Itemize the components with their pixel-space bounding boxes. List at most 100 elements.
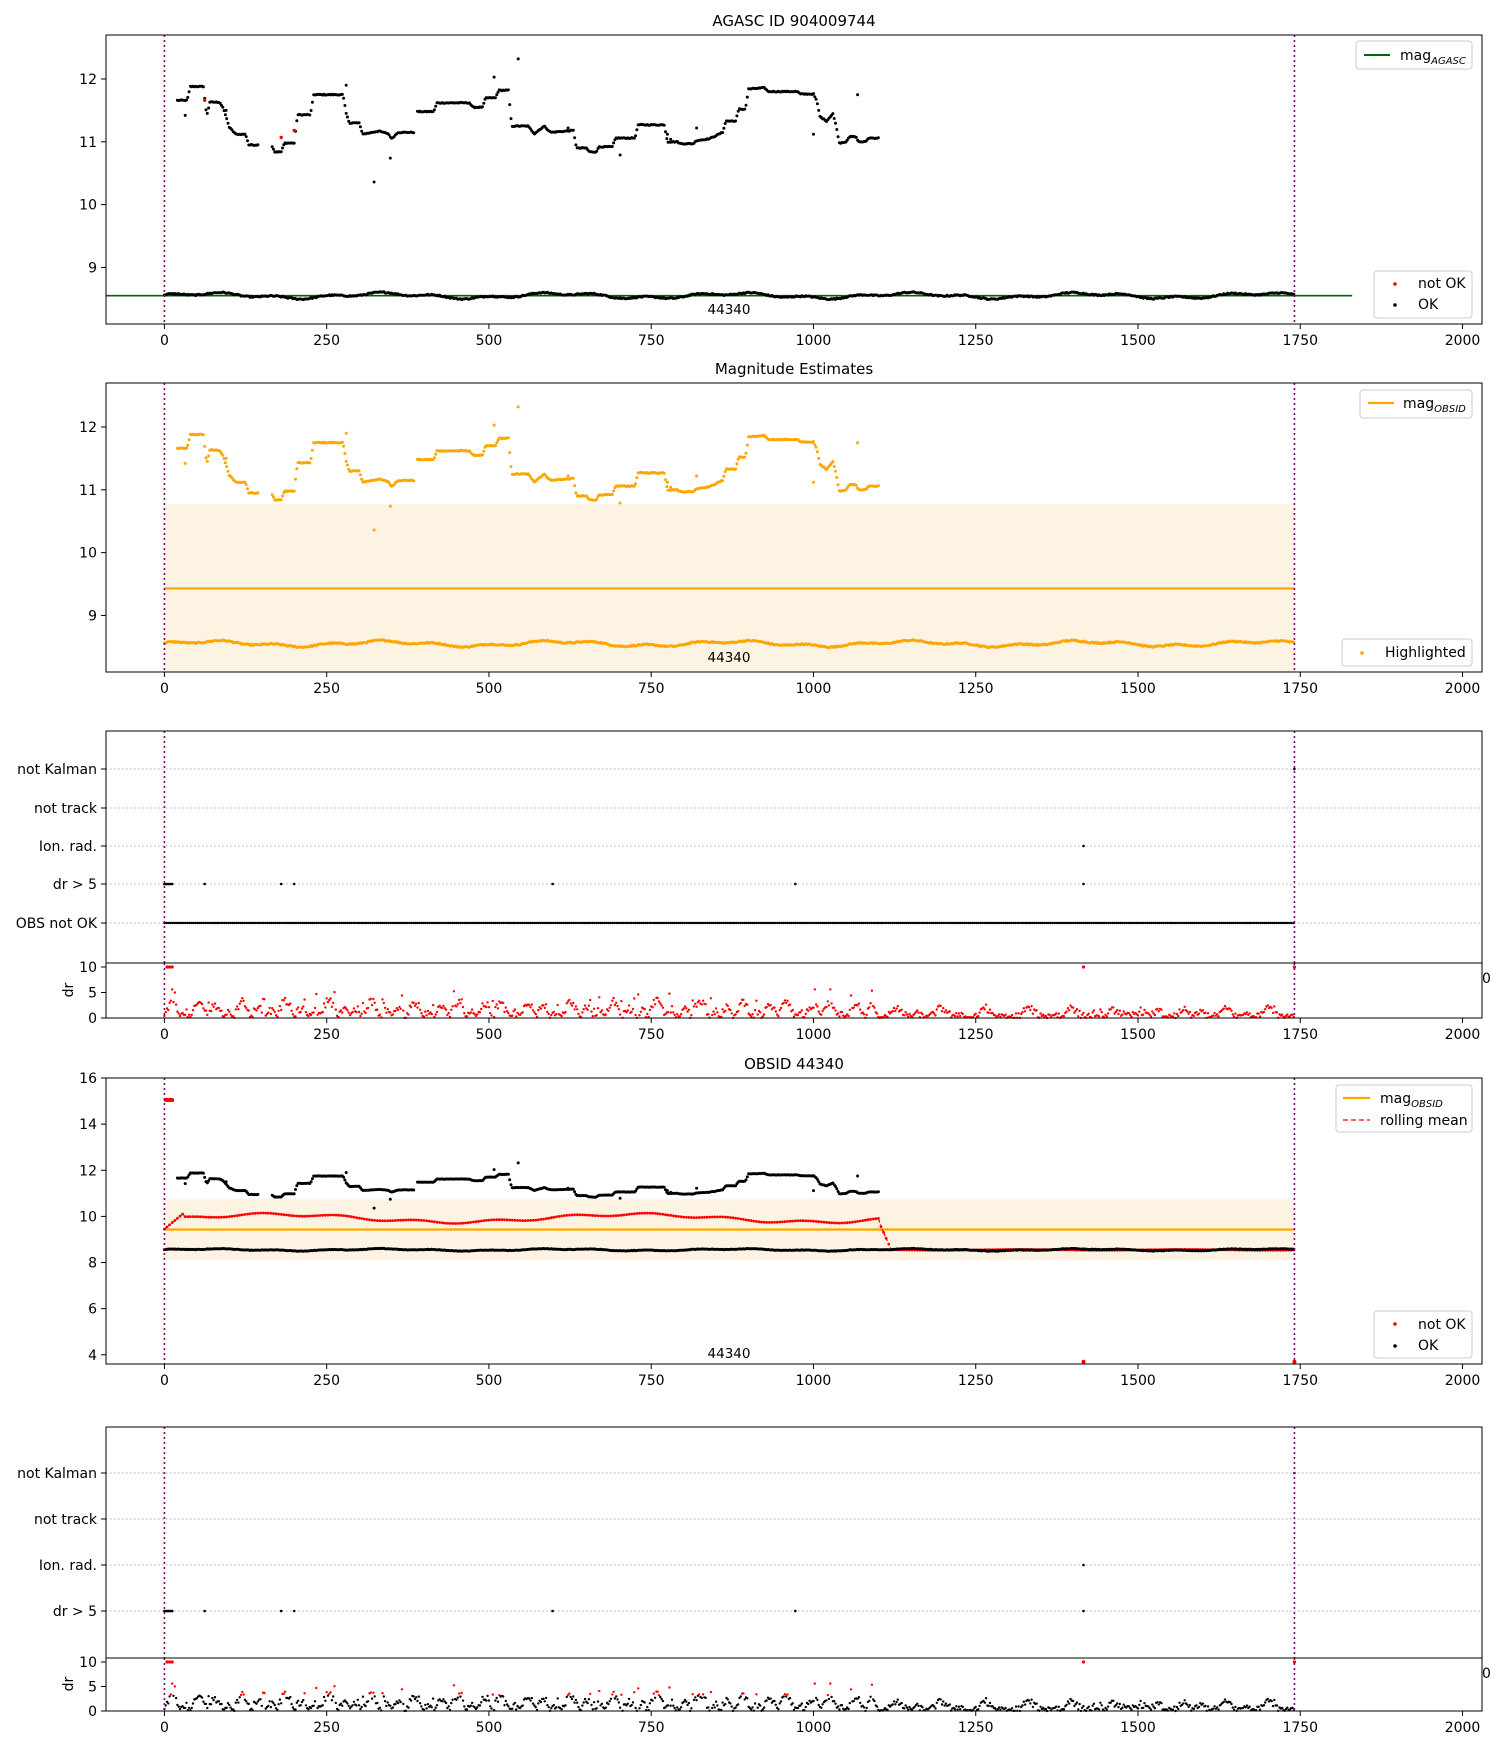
dr-point: [783, 999, 787, 1002]
rolling-mean-point: [474, 1220, 478, 1224]
dr-point: [700, 1003, 703, 1006]
legend-label: mag: [1403, 396, 1434, 412]
dr-point: [312, 1011, 315, 1014]
rolling-mean-point: [373, 1219, 377, 1222]
dr-axis-label: dr: [61, 982, 77, 997]
rolling-mean-point: [840, 1221, 844, 1225]
dr-point: [944, 1009, 948, 1012]
x-tick-label: 1250: [958, 1027, 994, 1043]
dr-point: [816, 1005, 819, 1008]
highlighted-point: [344, 431, 348, 435]
rolling-mean-point: [845, 1221, 849, 1225]
rolling-mean-point: [165, 1225, 169, 1229]
dr-point: [321, 1010, 324, 1014]
dr-point: [984, 1003, 988, 1006]
dr-point: [1197, 1012, 1201, 1015]
rolling-mean-point: [877, 1217, 880, 1220]
rolling-mean-point: [222, 1215, 226, 1219]
x-tick-label: 1500: [1120, 1027, 1156, 1043]
ok-point: [835, 128, 839, 131]
dr-point: [382, 1001, 385, 1005]
highlighted-point: [343, 452, 347, 455]
rolling-mean-point: [726, 1215, 730, 1219]
dr-point: [430, 1012, 433, 1016]
rolling-mean-point: [869, 1218, 872, 1221]
rolling-mean-point: [362, 1217, 366, 1221]
rolling-mean-point: [339, 1214, 343, 1217]
dr-point: [865, 1013, 868, 1017]
highlighted-point: [482, 449, 486, 453]
highlighted-point: [506, 436, 510, 440]
dr-point: [1182, 1008, 1185, 1012]
dr-point: [352, 1007, 356, 1010]
dr-point: [356, 1005, 359, 1008]
x-tick-label: 750: [638, 1027, 665, 1043]
dr-point: [777, 1015, 780, 1018]
rolling-mean-point: [718, 1215, 722, 1219]
x-tick-label: 2000: [1445, 681, 1481, 697]
ok-point: [610, 145, 614, 148]
y-tick-label: 0: [88, 1011, 97, 1027]
dr-point: [848, 1008, 851, 1011]
dr-point: [1065, 1010, 1068, 1013]
dr-point: [730, 1012, 733, 1015]
rolling-mean-point: [313, 1214, 317, 1218]
dr-point: [228, 1010, 231, 1013]
rolling-mean-point: [259, 1211, 262, 1215]
dr-point: [245, 1006, 248, 1010]
rolling-mean-point: [804, 1219, 808, 1223]
x-tick-label: 1750: [1282, 681, 1318, 697]
rolling-mean-point: [217, 1215, 221, 1219]
ok-point: [187, 90, 191, 94]
dr-point: [302, 1005, 305, 1008]
dr-point: [1066, 1007, 1070, 1010]
dr-point: [185, 1008, 188, 1011]
rolling-mean-point: [786, 1220, 789, 1223]
dr-point: [1257, 1012, 1260, 1015]
dr-point: [939, 1004, 942, 1008]
ok-point: [665, 132, 669, 136]
dr-point: [341, 1011, 344, 1014]
dr-point: [267, 1011, 270, 1014]
not-ok-point: [292, 128, 296, 133]
rolling-mean-point: [472, 1220, 475, 1224]
rolling-mean-point: [404, 1218, 408, 1222]
rolling-mean-point: [851, 1220, 854, 1224]
rolling-mean-point: [274, 1212, 278, 1216]
rolling-mean-point: [173, 1219, 177, 1222]
dr-point: [917, 1011, 920, 1014]
dr-point: [711, 1013, 714, 1017]
highlighted-point: [814, 445, 818, 449]
legend-label: Highlighted: [1385, 645, 1466, 661]
dr-point: [596, 1007, 600, 1010]
dr-point: [346, 1009, 349, 1012]
flag-category-label: not track: [34, 801, 98, 817]
dr-point: [273, 1010, 276, 1014]
dr-point: [609, 1004, 613, 1007]
dr-point: [491, 999, 494, 1003]
dr-point: [1055, 1012, 1058, 1015]
rolling-mean-point: [601, 1214, 605, 1218]
rolling-mean-point: [645, 1211, 649, 1215]
dr-point: [451, 1005, 454, 1008]
rolling-mean-point: [760, 1220, 763, 1224]
dr-point: [709, 997, 713, 1000]
rolling-mean-point: [407, 1218, 410, 1222]
ok-point: [310, 100, 314, 104]
dr-point: [1048, 1013, 1051, 1017]
rolling-mean-point: [617, 1214, 621, 1217]
dr-point: [280, 1008, 283, 1012]
rolling-mean-point: [378, 1219, 382, 1223]
ok-point: [832, 117, 836, 120]
y-tick-label: 10: [79, 546, 97, 562]
dr-point: [729, 1008, 732, 1012]
ok-point: [493, 96, 497, 100]
rolling-mean-point: [674, 1214, 678, 1218]
dr-point: [172, 1000, 175, 1004]
rolling-mean-point: [438, 1221, 441, 1224]
rolling-mean-point: [653, 1212, 657, 1215]
rolling-mean-point: [762, 1220, 766, 1224]
dr-point: [695, 1005, 698, 1008]
highlighted-point: [723, 470, 727, 473]
dr-point: [940, 1010, 944, 1013]
